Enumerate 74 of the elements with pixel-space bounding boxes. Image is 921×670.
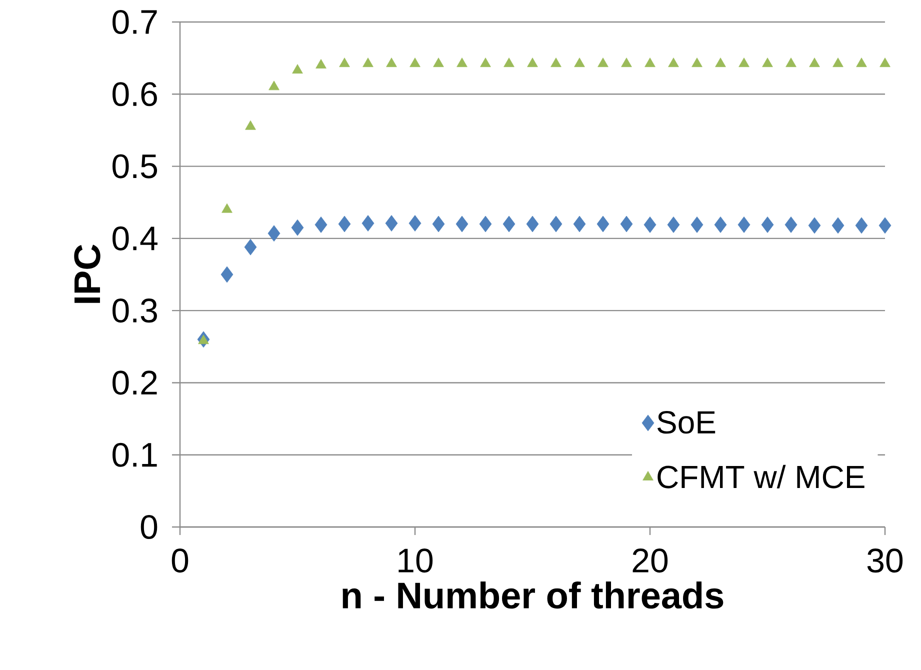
point: [598, 58, 608, 68]
point: [362, 58, 374, 68]
point: [314, 216, 328, 233]
point: [550, 58, 562, 68]
point: [878, 217, 892, 234]
point: [809, 58, 820, 68]
x-tick-label: 30: [867, 548, 903, 573]
point: [620, 216, 633, 232]
x-tick-label: 10: [398, 548, 433, 573]
legend-label: CFMT w/ MCE: [658, 464, 864, 488]
point: [502, 216, 516, 232]
point: [832, 58, 844, 68]
point: [784, 216, 798, 233]
point: [433, 58, 444, 68]
point: [668, 58, 679, 68]
point: [573, 216, 586, 232]
point: [245, 120, 256, 130]
point: [362, 215, 374, 232]
point: [479, 216, 492, 232]
x-tick-label: 20: [632, 548, 668, 573]
point: [456, 58, 468, 68]
point: [408, 215, 422, 232]
point: [692, 58, 702, 68]
point: [832, 217, 844, 234]
point: [244, 238, 257, 256]
point: [715, 58, 726, 68]
x-tick-label: 0: [172, 548, 188, 573]
point: [220, 266, 234, 283]
point: [385, 215, 398, 232]
point: [714, 216, 727, 233]
point: [410, 58, 420, 68]
x-axis-title: n - Number of threads: [342, 581, 724, 609]
point: [667, 216, 680, 233]
point: [316, 59, 326, 68]
point: [480, 58, 491, 68]
point: [855, 217, 868, 234]
point: [432, 216, 445, 232]
point: [574, 58, 585, 68]
y-tick-label: 0.2: [112, 370, 157, 395]
point: [339, 58, 350, 68]
point: [291, 219, 304, 236]
point: [761, 216, 774, 233]
point: [596, 216, 610, 232]
y-tick-label: 0.1: [112, 442, 157, 467]
y-tick-label: 0.5: [112, 154, 158, 178]
y-tick-label: 0.4: [112, 226, 158, 250]
y-tick-label: 0.6: [112, 82, 157, 106]
point: [880, 58, 890, 68]
legend-label: SoE: [657, 411, 716, 434]
y-tick-label: 0.3: [112, 298, 157, 323]
point: [268, 80, 280, 90]
point: [292, 64, 303, 74]
point: [808, 217, 821, 234]
point: [786, 58, 796, 68]
point: [856, 58, 867, 68]
point: [268, 225, 280, 242]
point: [526, 216, 539, 232]
y-tick-label: 0: [140, 514, 158, 540]
point: [644, 216, 656, 233]
point: [338, 216, 351, 232]
point: [762, 58, 773, 68]
point: [504, 58, 514, 68]
point: [550, 216, 562, 232]
point: [621, 58, 632, 68]
point: [456, 216, 468, 232]
point: [690, 216, 704, 233]
point: [386, 58, 397, 68]
point: [738, 58, 750, 68]
point: [644, 58, 656, 68]
point: [738, 216, 750, 233]
y-axis-title: IPC: [74, 244, 100, 303]
y-tick-label: 0.7: [112, 10, 157, 34]
point: [222, 203, 232, 213]
point: [527, 58, 538, 68]
